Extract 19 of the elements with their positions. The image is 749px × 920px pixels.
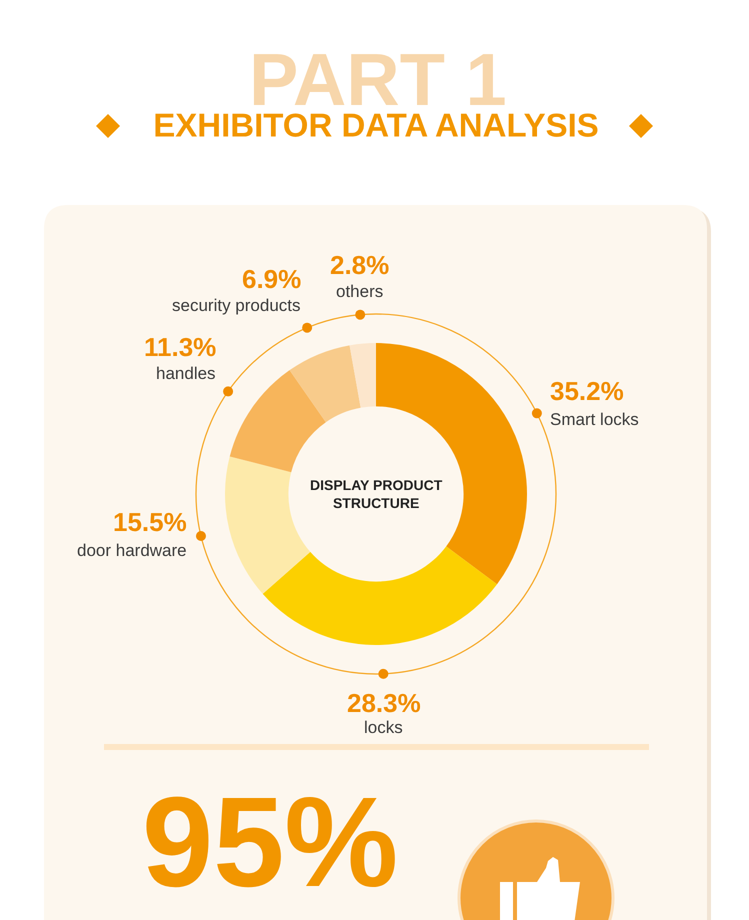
slice-label: others bbox=[336, 282, 384, 301]
data-label: 2.8% bbox=[330, 250, 390, 280]
donut-slice bbox=[230, 370, 326, 472]
slice-label: handles bbox=[156, 364, 216, 383]
text: 95% bbox=[142, 771, 398, 914]
donut-slice bbox=[350, 343, 376, 408]
text: DISPLAY PRODUCT STRUCTURE bbox=[310, 477, 443, 512]
slice-label: security products bbox=[172, 296, 300, 315]
slice-label: door hardware bbox=[77, 541, 187, 560]
donut-slice bbox=[262, 546, 498, 645]
donut-slice bbox=[225, 456, 310, 594]
data-label: 35.2% bbox=[550, 376, 624, 406]
data-label: 15.5% bbox=[113, 507, 187, 537]
data-label: 6.9% bbox=[242, 264, 302, 294]
data-label: 11.3% bbox=[144, 332, 216, 362]
donut-slice bbox=[290, 345, 361, 422]
slice-label: locks bbox=[364, 718, 403, 737]
slice-label: Smart locks bbox=[550, 410, 639, 429]
data-label: 28.3% bbox=[347, 688, 421, 718]
